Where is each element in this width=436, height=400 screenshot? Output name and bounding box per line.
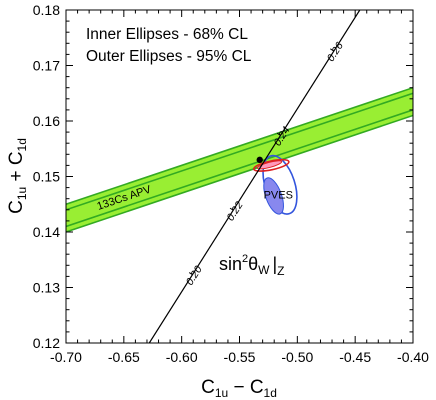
- combined-outer-ellipse: [252, 158, 290, 172]
- y-tick-label: 0.14: [33, 224, 60, 240]
- y-tick-label: 0.16: [33, 113, 60, 129]
- standard-model-tick-label: 0.20: [184, 264, 205, 288]
- legend-line-1: Inner Ellipses - 68% CL: [86, 26, 248, 43]
- y-tick-label: 0.17: [33, 58, 60, 74]
- x-tick-label: -0.55: [224, 349, 256, 365]
- standard-model-tick: [330, 48, 334, 52]
- standard-model-point: [256, 156, 263, 164]
- pves-inner-ellipse: [263, 177, 284, 215]
- pves-label: PVES: [264, 190, 293, 202]
- x-tick-label: -0.70: [50, 349, 82, 365]
- y-axis: 0.12 0.13 0.14 0.15 0.16 0.17 0.18: [33, 2, 413, 351]
- apv-band-inner-lower-edge: [66, 109, 413, 228]
- standard-model-tick: [229, 207, 234, 211]
- apv-band-outer-upper-edge: [66, 86, 413, 206]
- legend-line-2: Outer Ellipses - 95% CL: [86, 48, 252, 65]
- x-tick-label: -0.60: [166, 349, 198, 365]
- y-tick-label: 0.15: [33, 169, 60, 185]
- standard-model-tick: [276, 132, 281, 136]
- standard-model-label: sin2θW |Z: [219, 253, 285, 278]
- apv-band-inner-upper-edge: [66, 92, 413, 211]
- x-tick-label: -0.50: [281, 349, 313, 365]
- x-tick-label: -0.65: [108, 349, 140, 365]
- combined-inner-ellipse: [256, 160, 283, 170]
- y-tick-label: 0.12: [33, 335, 60, 351]
- x-tick-label: -0.40: [397, 349, 429, 365]
- apv-band-outer-lower-edge: [66, 114, 413, 233]
- standard-model-tick-label: 0.26: [325, 40, 346, 64]
- y-tick-label: 0.13: [33, 280, 60, 296]
- standard-model-line: [148, 10, 361, 343]
- x-tick-label: -0.45: [339, 349, 371, 365]
- standard-model-tick-label: 0.22: [225, 199, 246, 223]
- y-tick-label: 0.18: [33, 2, 60, 18]
- apv-band-fill: [66, 87, 413, 232]
- x-axis: -0.70 -0.65 -0.60 -0.55 -0.50 -0.45 -0.40: [50, 10, 429, 365]
- legend: Inner Ellipses - 68% CL Outer Ellipses -…: [86, 26, 252, 65]
- y-axis-title: C1u + C1d: [6, 138, 29, 214]
- x-axis-title: C1u − C1d: [201, 377, 277, 400]
- standard-model-tick: [188, 272, 193, 276]
